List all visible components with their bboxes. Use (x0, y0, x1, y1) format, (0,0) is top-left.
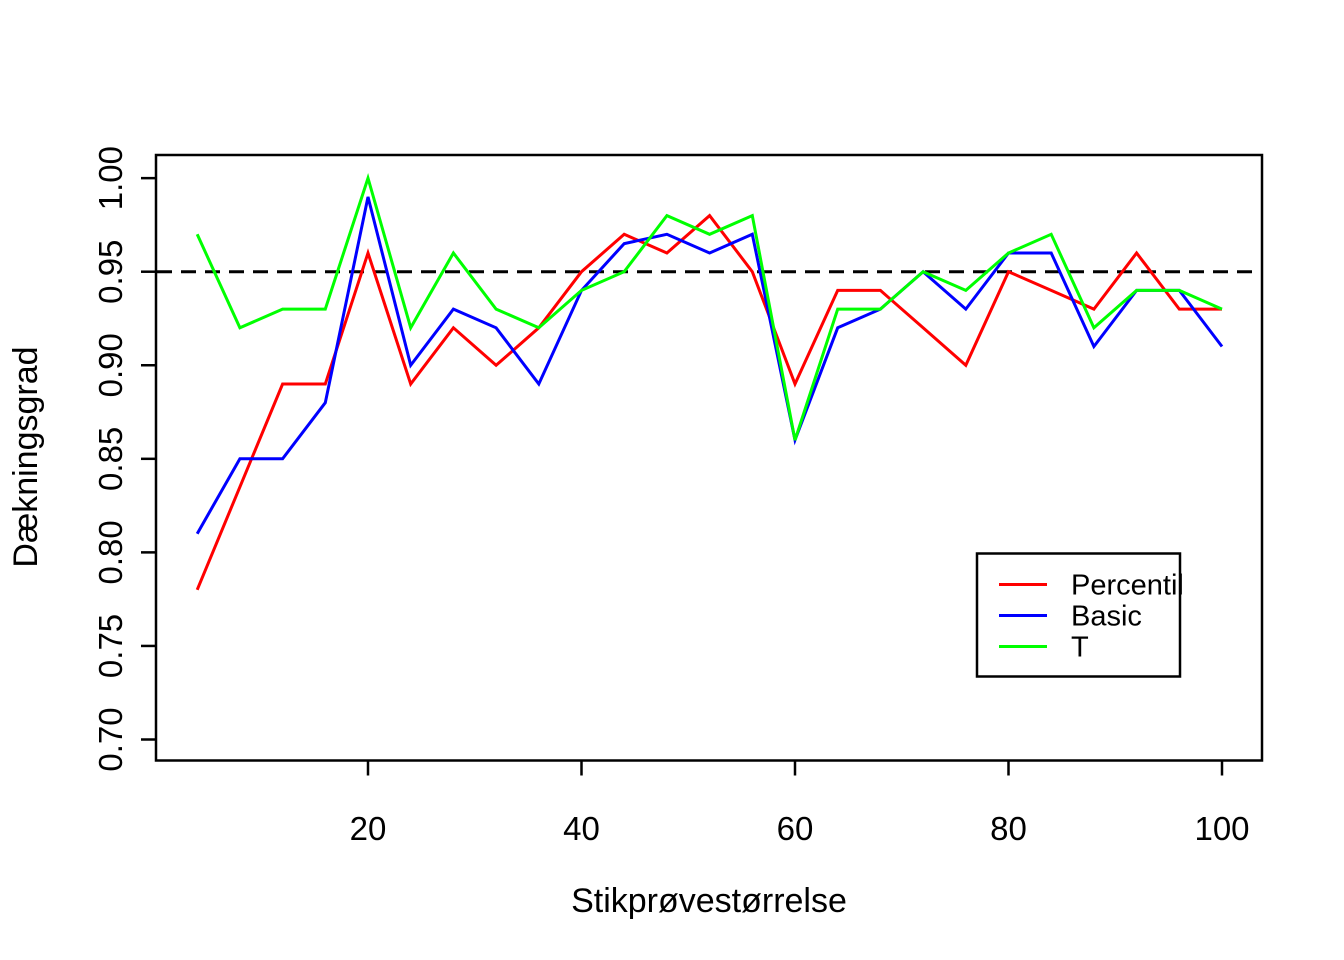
y-axis-ticks: 0.70 0.75 0.80 0.85 0.90 0.95 1.00 (92, 146, 156, 772)
x-tick-label: 20 (350, 810, 387, 847)
x-axis-ticks: 20 40 60 80 100 (350, 760, 1250, 847)
y-tick-label: 0.85 (92, 427, 129, 491)
x-axis-title: Stikprøvestørrelse (571, 882, 847, 920)
y-tick-label: 0.80 (92, 520, 129, 584)
legend-label-basic: Basic (1071, 601, 1142, 633)
series-line-percentil (195, 213, 1222, 591)
x-tick-label: 80 (990, 810, 1027, 847)
legend-label-t: T (1071, 632, 1089, 664)
y-axis-title: Dækningsgrad (7, 346, 45, 567)
series-layer (195, 172, 1224, 591)
x-tick-label: 100 (1194, 810, 1249, 847)
x-tick-label: 60 (777, 810, 814, 847)
legend: Percentil Basic T (975, 552, 1184, 678)
y-tick-label: 1.00 (92, 146, 129, 210)
y-tick-label: 0.90 (92, 333, 129, 397)
series-line-basic (195, 196, 1224, 535)
y-tick-label: 0.70 (92, 707, 129, 771)
y-tick-label: 0.75 (92, 614, 129, 678)
series-line-t (195, 172, 1223, 441)
legend-label-percentil: Percentil (1071, 570, 1184, 602)
y-tick-label: 0.95 (92, 240, 129, 304)
x-tick-label: 40 (563, 810, 600, 847)
